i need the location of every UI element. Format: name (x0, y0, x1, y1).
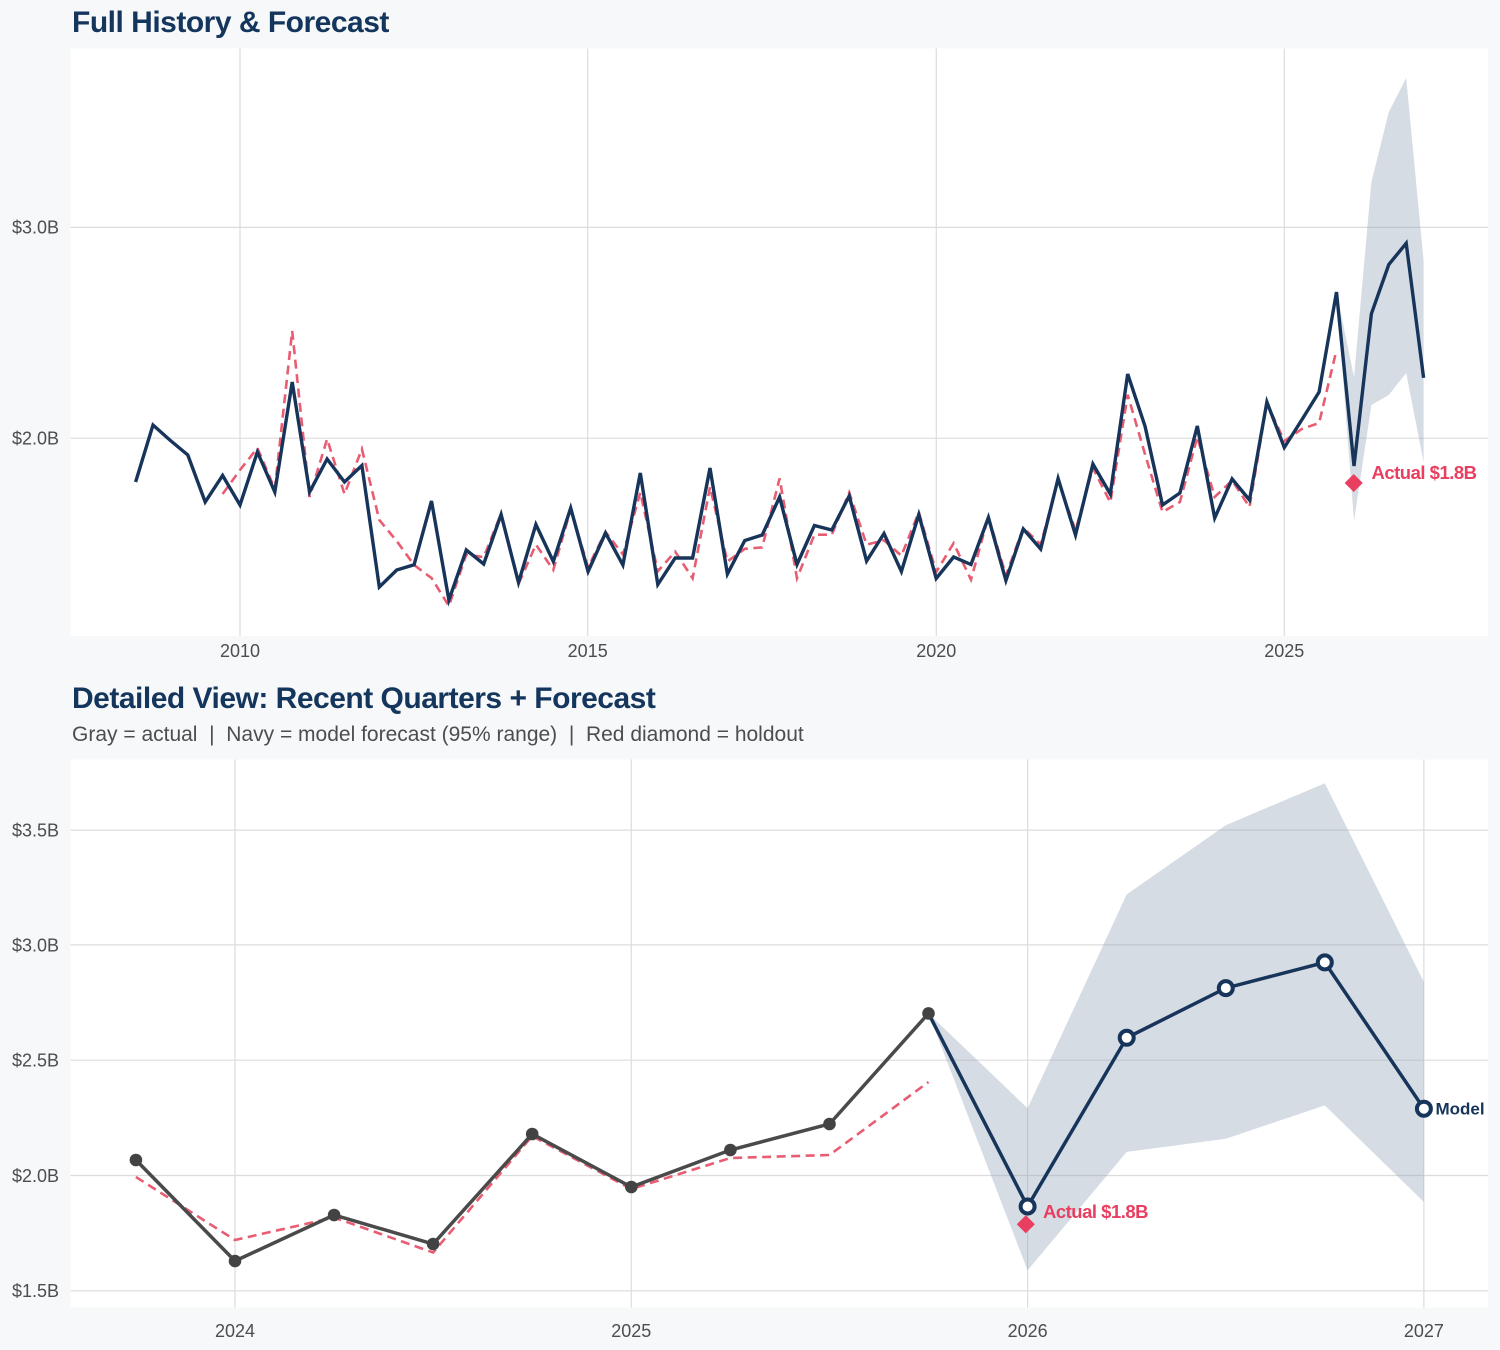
svg-text:2025: 2025 (1264, 641, 1304, 661)
svg-text:2025: 2025 (611, 1321, 651, 1341)
svg-text:Actual $1.8B: Actual $1.8B (1043, 1201, 1148, 1222)
svg-text:2024: 2024 (215, 1321, 255, 1341)
svg-text:Gray = actual | Navy = model: Gray = actual | Navy = model forecast (9… (72, 723, 804, 746)
svg-text:2015: 2015 (568, 641, 608, 661)
svg-text:$3.0B: $3.0B (12, 218, 59, 238)
svg-text:Model: Model (1436, 1100, 1485, 1119)
svg-text:2026: 2026 (1008, 1321, 1048, 1341)
svg-text:$2.0B: $2.0B (12, 429, 59, 449)
svg-text:$2.5B: $2.5B (12, 1051, 59, 1071)
svg-text:2020: 2020 (916, 641, 956, 661)
svg-text:$3.0B: $3.0B (12, 936, 59, 956)
svg-text:Actual $1.8B: Actual $1.8B (1372, 462, 1477, 483)
svg-text:$2.0B: $2.0B (12, 1166, 59, 1186)
svg-text:Detailed View: Recent Quarters: Detailed View: Recent Quarters + Forecas… (72, 682, 656, 715)
svg-text:2010: 2010 (220, 641, 260, 661)
svg-text:2027: 2027 (1404, 1321, 1444, 1341)
svg-text:Full History & Forecast: Full History & Forecast (72, 6, 389, 39)
svg-text:$1.5B: $1.5B (12, 1281, 59, 1301)
svg-text:$3.5B: $3.5B (12, 821, 59, 841)
